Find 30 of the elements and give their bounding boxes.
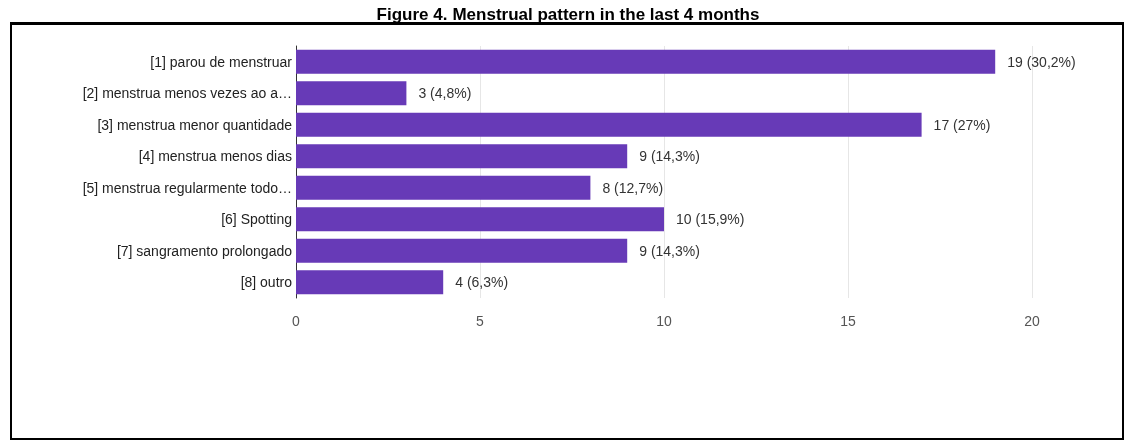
data-label: 4 (6,3%) xyxy=(455,274,509,291)
bar xyxy=(296,112,922,137)
bar xyxy=(296,207,664,232)
data-label: 9 (14,3%) xyxy=(639,148,700,165)
bar xyxy=(296,144,628,169)
data-label: 17 (27%) xyxy=(933,116,991,133)
data-label: 8 (12,7%) xyxy=(602,179,664,196)
y-tick-label: [8] outro xyxy=(240,274,293,291)
bar xyxy=(296,238,628,263)
bar xyxy=(296,49,996,74)
y-tick-label: [7] sangramento prolongado xyxy=(116,242,293,259)
y-tick-label: [2] menstrua menos vezes ao a… xyxy=(82,85,292,102)
bar xyxy=(296,175,591,200)
data-label: 3 (4,8%) xyxy=(418,85,472,102)
chart-title: Figure 4. Menstrual pattern in the last 4 months xyxy=(376,4,760,24)
y-tick-label: [3] menstrua menor quantidade xyxy=(97,116,293,133)
data-label: 19 (30,2%) xyxy=(1007,53,1076,70)
y-tick-label: [1] parou de menstruar xyxy=(150,53,293,70)
data-label: 10 (15,9%) xyxy=(676,211,745,228)
y-tick-label: [5] menstrua regularmente todo… xyxy=(82,179,292,196)
x-tick-label: 5 xyxy=(476,313,485,329)
bar xyxy=(296,81,407,106)
y-tick-label: [4] menstrua menos dias xyxy=(138,148,292,165)
x-tick-label: 20 xyxy=(1024,313,1040,329)
x-tick-label: 15 xyxy=(840,313,856,329)
data-label: 9 (14,3%) xyxy=(639,242,700,259)
x-tick-label: 0 xyxy=(292,313,301,329)
bar xyxy=(296,270,444,295)
x-tick-label: 10 xyxy=(656,313,672,329)
y-tick-label: [6] Spotting xyxy=(221,211,292,228)
